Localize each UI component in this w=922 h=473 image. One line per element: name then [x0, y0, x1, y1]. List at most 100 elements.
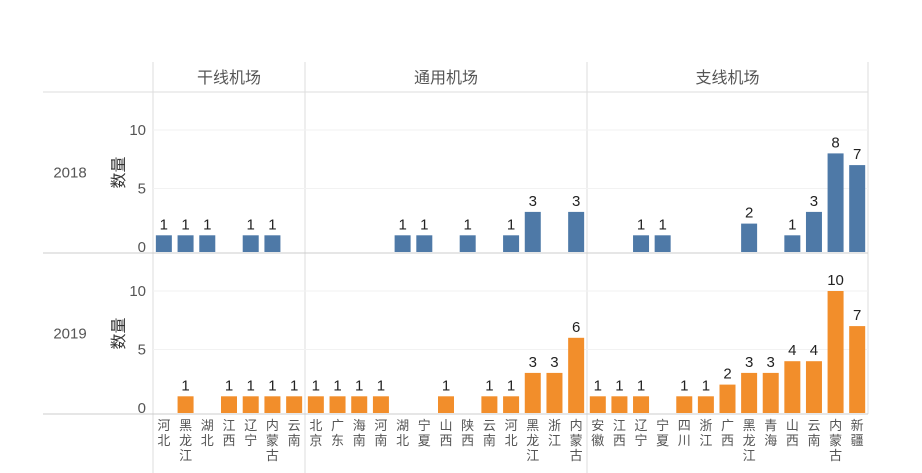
data-label: 1	[312, 377, 320, 394]
x-tick-label: 广西	[721, 418, 734, 448]
y-tick-label: 0	[138, 239, 146, 256]
x-tick-label: 陕西	[461, 418, 474, 448]
data-label: 1	[658, 216, 666, 233]
data-label: 6	[572, 319, 580, 336]
data-label: 4	[788, 342, 796, 359]
bar	[177, 396, 194, 413]
data-label: 1	[594, 377, 602, 394]
x-tick-label: 河南	[374, 418, 387, 448]
data-label: 1	[181, 377, 189, 394]
bar	[329, 396, 346, 413]
x-tick-label: 河北	[505, 418, 518, 448]
data-label: 3	[572, 193, 580, 210]
x-tick-label: 黑龙江	[526, 418, 539, 463]
data-label: 1	[203, 216, 211, 233]
bar	[827, 291, 844, 413]
bar	[741, 372, 758, 413]
bar	[849, 326, 866, 413]
bar	[155, 235, 172, 252]
y-tick-label: 5	[138, 342, 146, 359]
data-label: 1	[333, 377, 341, 394]
bar	[221, 396, 237, 413]
data-label: 1	[637, 216, 645, 233]
bar	[264, 235, 281, 252]
data-label: 1	[507, 216, 515, 233]
data-label: 1	[788, 216, 796, 233]
x-tick-label: 广东	[331, 418, 344, 448]
data-label: 3	[550, 354, 558, 371]
data-label: 1	[225, 377, 233, 394]
x-tick-label: 江西	[222, 418, 235, 448]
bar	[351, 396, 368, 413]
bar	[242, 396, 259, 413]
x-tick-label: 山西	[786, 418, 799, 448]
bar	[654, 235, 671, 252]
data-label: 1	[377, 377, 385, 394]
bar	[286, 396, 303, 413]
data-label: 2	[745, 205, 753, 222]
x-tick-label: 北京	[309, 418, 322, 448]
data-label: 3	[810, 193, 818, 210]
bar	[264, 396, 281, 413]
y-tick-label: 10	[129, 283, 146, 300]
data-label: 1	[398, 216, 406, 233]
y-tick-label: 10	[129, 122, 146, 139]
data-label: 1	[247, 216, 255, 233]
x-tick-label: 湖北	[396, 418, 409, 448]
bar	[199, 235, 216, 252]
data-label: 1	[160, 216, 168, 233]
x-tick-label: 云南	[807, 418, 820, 448]
x-tick-label: 黑龙江	[743, 418, 756, 463]
x-tick-label: 河北	[157, 418, 170, 448]
x-tick-label: 湖北	[201, 418, 214, 448]
bar	[394, 235, 411, 252]
x-tick-label: 浙江	[548, 418, 561, 448]
x-tick-label: 安徽	[591, 418, 604, 448]
bar	[762, 372, 779, 413]
data-label: 1	[355, 377, 363, 394]
data-label: 3	[529, 193, 537, 210]
row-header: 2019	[53, 326, 86, 343]
row-header: 2018	[53, 165, 86, 182]
y-axis-label: 数量	[110, 317, 128, 349]
data-label: 10	[827, 272, 844, 289]
data-label: 7	[853, 307, 861, 324]
bar	[805, 361, 822, 413]
column-header: 支线机场	[695, 69, 759, 87]
bar	[827, 153, 844, 252]
x-tick-label: 浙江	[699, 418, 712, 448]
column-header: 通用机场	[414, 69, 478, 87]
x-tick-label: 云南	[288, 418, 301, 448]
data-label: 1	[268, 216, 276, 233]
bar	[784, 235, 801, 252]
x-tick-label: 山西	[439, 418, 452, 448]
bar	[481, 396, 498, 413]
bar	[719, 384, 736, 413]
data-label: 2	[723, 366, 731, 383]
data-label: 8	[831, 134, 839, 151]
bar	[416, 235, 433, 252]
bar	[307, 396, 324, 413]
bar	[524, 211, 541, 252]
bar	[524, 372, 541, 413]
x-tick-label: 辽宁	[244, 418, 257, 448]
bar	[372, 396, 389, 413]
bar	[438, 396, 454, 413]
data-label: 3	[767, 354, 775, 371]
bar	[741, 223, 758, 252]
bar	[676, 396, 693, 413]
data-label: 1	[637, 377, 645, 394]
column-header: 干线机场	[197, 69, 261, 87]
data-label: 1	[702, 377, 710, 394]
data-label: 1	[268, 377, 276, 394]
bar	[784, 361, 801, 413]
x-tick-label: 宁夏	[656, 418, 669, 448]
data-label: 1	[420, 216, 428, 233]
bar	[568, 337, 585, 413]
x-tick-label: 辽宁	[635, 418, 648, 448]
bar	[849, 165, 866, 252]
y-axis-label: 数量	[110, 156, 128, 188]
data-label: 1	[290, 377, 298, 394]
bar	[242, 235, 259, 252]
data-label: 7	[853, 146, 861, 163]
